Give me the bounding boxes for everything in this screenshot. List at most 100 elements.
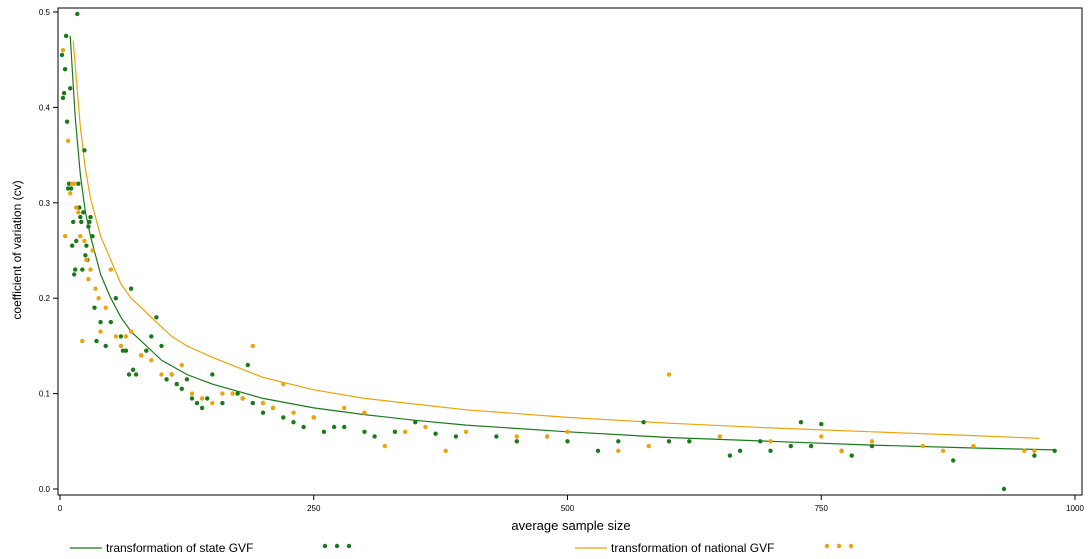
data-point	[76, 210, 81, 215]
data-point	[123, 348, 129, 353]
legend-marker	[346, 543, 352, 549]
data-point	[74, 205, 79, 210]
x-tick-label: 500	[561, 504, 575, 513]
data-point	[342, 424, 347, 430]
data-point	[819, 434, 824, 439]
y-tick-label: 0.3	[39, 199, 51, 208]
data-point	[64, 119, 70, 124]
data-point	[666, 439, 672, 444]
data-point	[68, 191, 73, 196]
data-point	[727, 453, 733, 458]
data-point	[641, 420, 646, 425]
data-point	[73, 267, 78, 272]
data-point	[128, 286, 134, 291]
data-point	[920, 443, 925, 449]
data-point	[737, 448, 743, 453]
data-point	[250, 343, 255, 349]
data-point	[86, 276, 91, 282]
y-tick-label: 0.4	[39, 103, 51, 112]
data-point	[71, 219, 76, 225]
data-point	[75, 11, 80, 17]
data-point	[565, 429, 570, 434]
data-point	[199, 396, 205, 401]
data-point	[90, 248, 95, 253]
data-point	[463, 429, 469, 434]
data-point	[270, 405, 276, 411]
data-point	[61, 90, 67, 96]
x-tick-label: 0	[58, 504, 63, 513]
data-point	[1001, 486, 1007, 492]
data-point	[169, 372, 174, 377]
plot-frame	[57, 7, 1083, 496]
data-point	[96, 296, 101, 301]
data-point	[260, 400, 266, 406]
data-point	[235, 391, 240, 396]
data-point	[291, 410, 296, 415]
data-point	[84, 243, 89, 248]
data-point	[869, 443, 875, 449]
data-point	[81, 210, 86, 215]
data-point	[80, 267, 85, 272]
y-tick-label: 0.0	[39, 485, 51, 494]
data-point	[717, 434, 722, 439]
data-point	[250, 400, 255, 406]
data-point	[301, 424, 306, 430]
data-point	[126, 372, 132, 377]
y-tick-label: 0.1	[39, 390, 51, 399]
data-point	[758, 439, 763, 444]
data-point	[88, 214, 93, 220]
data-point	[205, 396, 210, 401]
data-point	[210, 372, 215, 377]
data-point	[86, 224, 91, 229]
data-point	[281, 381, 286, 387]
data-point	[90, 234, 95, 239]
data-point	[798, 420, 804, 425]
data-point	[65, 186, 71, 191]
series-line	[69, 35, 1055, 451]
data-point	[128, 329, 134, 334]
data-point	[240, 396, 245, 401]
data-point	[260, 410, 266, 415]
data-point	[687, 439, 692, 444]
data-point	[362, 429, 367, 434]
data-point	[98, 319, 103, 325]
data-point	[808, 443, 814, 449]
data-point	[159, 343, 164, 349]
data-point	[413, 420, 418, 425]
y-axis-label: coefficient of variation (cv)	[10, 180, 24, 319]
data-point	[74, 238, 79, 244]
data-point	[616, 439, 621, 444]
series-line	[72, 40, 1040, 439]
data-point	[565, 439, 570, 444]
data-point	[139, 353, 144, 358]
y-tick-label: 0.5	[39, 8, 51, 17]
data-point	[342, 405, 347, 411]
data-point	[113, 296, 119, 301]
legend-marker	[334, 543, 340, 549]
data-point	[230, 391, 235, 396]
data-point	[220, 391, 225, 396]
data-point	[940, 448, 946, 453]
data-point	[331, 424, 337, 430]
data-point	[291, 420, 296, 425]
data-point	[103, 305, 108, 310]
data-point	[1022, 448, 1027, 453]
legend-marker	[848, 543, 854, 549]
data-point	[184, 377, 190, 382]
data-point	[77, 205, 82, 210]
data-point	[1052, 448, 1057, 453]
data-point	[72, 272, 77, 277]
data-point	[98, 329, 103, 334]
data-point	[951, 458, 956, 463]
data-point	[362, 410, 367, 415]
data-point	[494, 434, 499, 439]
data-point	[788, 443, 793, 449]
data-point	[210, 400, 215, 406]
data-point	[174, 381, 179, 387]
axes: 0 250 500 750 1000 0.0 0.1 0.2 0.3 0.4 0.5	[39, 7, 1084, 513]
data-point	[616, 448, 621, 453]
data-point	[108, 319, 114, 325]
x-tick-label: 1000	[1066, 504, 1084, 513]
data-point	[372, 434, 377, 439]
